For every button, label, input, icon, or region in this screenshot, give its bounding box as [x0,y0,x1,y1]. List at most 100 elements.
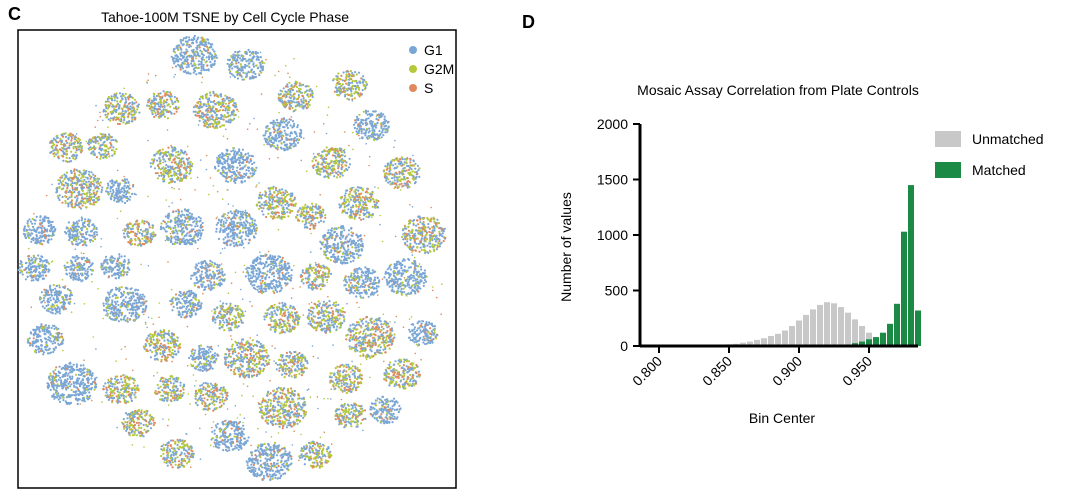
tsne-point [417,290,420,293]
tsne-point [363,132,366,135]
tsne-point [267,422,270,425]
tsne-point [194,295,197,298]
tsne-point [312,157,315,160]
tsne-point [368,137,371,140]
tsne-point [265,215,268,219]
tsne-point [270,196,273,199]
tsne-point [317,166,320,169]
tsne-point [233,368,236,371]
tsne-point [315,327,318,330]
tsne-point [120,291,123,294]
tsne-point [308,89,311,93]
tsne-point [326,327,329,330]
tsne-point [331,318,334,321]
tsne-point [54,299,57,302]
tsne-point [163,351,166,354]
tsne-point [166,117,169,120]
tsne-point [180,215,183,218]
tsne-point [143,428,146,431]
tsne-point [193,306,196,309]
tsne-point [310,317,313,320]
tsne-point [385,369,388,372]
tsne-point [141,434,144,437]
tsne-point [309,320,312,323]
tsne-point [132,414,135,417]
tsne-point [201,225,204,228]
tsne-point [181,223,184,226]
tsne-point [201,388,205,391]
tsne-point [331,312,335,315]
tsne-point [202,266,205,269]
tsne-point [307,314,310,317]
tsne-point [254,358,257,361]
tsne-point [405,379,408,383]
tsne-point [50,307,53,310]
tsne-point [356,236,359,239]
tsne-point [191,237,194,241]
tsne-point [385,127,388,131]
tsne-point [63,184,66,187]
tsne-point [162,158,165,161]
tsne-point [244,374,247,377]
tsne-point [193,236,196,239]
tsne-point [172,102,175,105]
tsne-point [128,297,131,300]
tsne-point [152,416,155,420]
tsne-point [338,386,341,389]
tsne-point [305,100,308,103]
tsne-point [420,268,423,271]
tsne-point [336,365,339,368]
tsne-point [354,244,357,247]
tsne-point [159,103,162,106]
tsne-point [404,284,407,287]
tsne-point [159,348,162,351]
tsne-point [102,156,105,159]
tsne-point [151,333,154,336]
tsne-point [331,171,334,174]
tsne-point [144,344,148,347]
tsne-point [225,394,228,397]
tsne-point [282,387,285,390]
tsne-point [98,147,101,151]
tsne-point [288,106,291,109]
tsne-point [245,343,248,346]
tsne-point [288,103,291,106]
tsne-point [295,85,299,89]
tsne-point [356,127,359,130]
tsne-point [178,172,181,175]
tsne-point [289,197,292,200]
tsne-point [223,273,226,276]
tsne-point [313,164,316,167]
tsne-point [384,272,387,275]
tsne-point [145,420,148,423]
tsne-point [344,164,347,167]
tsne-point [61,301,64,304]
tsne-point [355,252,358,256]
tsne-point [329,172,332,175]
tsne-point [229,364,232,367]
tsne-point [358,368,361,371]
tsne-point [103,136,106,139]
tsne-point [266,362,269,365]
tsne-point [210,284,213,287]
tsne-point [351,388,354,391]
tsne-point [150,103,153,106]
tsne-point [158,153,162,156]
tsne-point [321,155,324,158]
tsne-point [402,371,405,374]
tsne-point [260,415,264,418]
tsne-point [55,291,58,294]
tsne-point [183,224,186,227]
tsne-point [423,272,426,275]
tsne-point [117,315,121,318]
tsne-point [142,423,145,427]
tsne-point [175,353,178,356]
tsne-point [214,273,217,276]
tsne-point [101,186,104,189]
tsne-point [190,165,193,168]
tsne-point [45,304,48,308]
tsne-point [384,125,387,128]
tsne-point [348,257,351,260]
tsne-point [260,197,263,200]
tsne-point [395,285,398,288]
